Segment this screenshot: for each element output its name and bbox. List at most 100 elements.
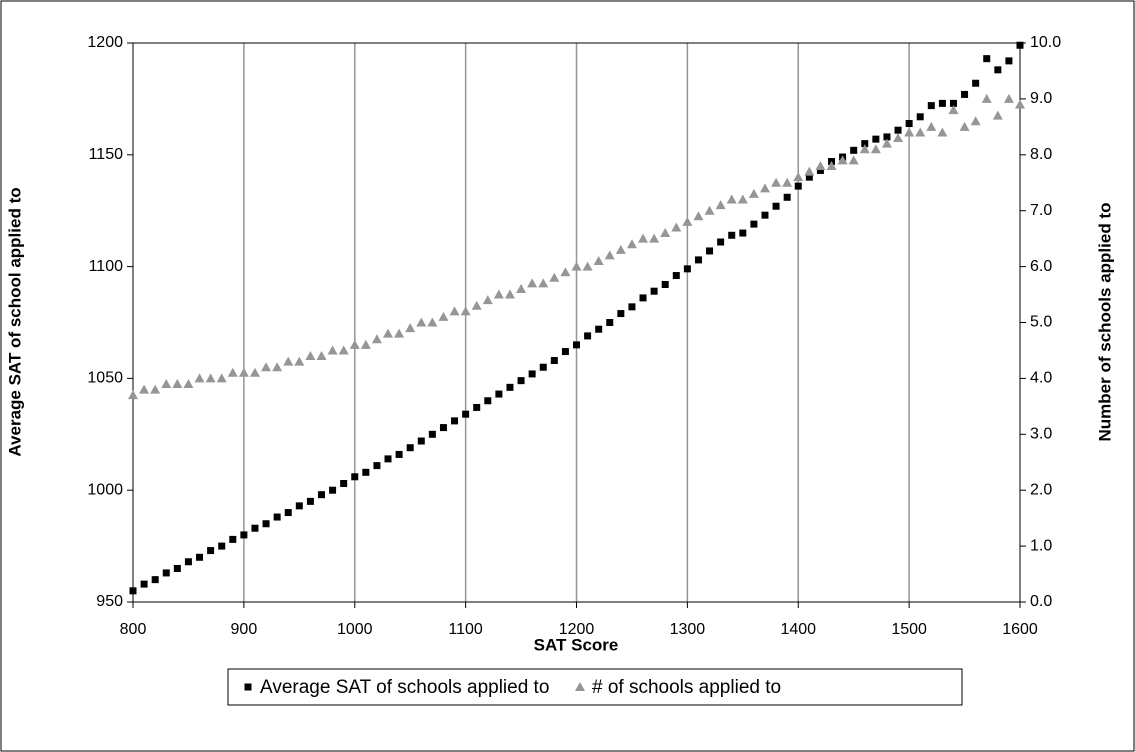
marker bbox=[484, 397, 492, 405]
marker bbox=[261, 362, 272, 372]
marker bbox=[384, 455, 392, 463]
marker bbox=[626, 239, 637, 249]
marker bbox=[750, 220, 758, 228]
marker bbox=[905, 119, 913, 127]
y2-tick-label: 1.0 bbox=[1030, 537, 1052, 554]
marker bbox=[682, 216, 693, 226]
marker bbox=[550, 357, 558, 365]
marker bbox=[317, 491, 325, 499]
marker bbox=[439, 424, 447, 432]
marker bbox=[162, 569, 170, 577]
marker bbox=[351, 473, 359, 481]
marker bbox=[140, 580, 148, 588]
marker bbox=[473, 403, 481, 411]
y2-tick-label: 0.0 bbox=[1030, 593, 1052, 610]
y2-tick-label: 3.0 bbox=[1030, 426, 1052, 443]
marker bbox=[528, 370, 536, 378]
marker bbox=[726, 194, 737, 204]
marker bbox=[650, 287, 658, 295]
y2-tick-label: 6.0 bbox=[1030, 258, 1052, 275]
x-tick-label: 1000 bbox=[337, 621, 373, 638]
marker bbox=[894, 126, 902, 134]
marker bbox=[349, 339, 360, 349]
marker bbox=[516, 283, 527, 293]
marker bbox=[493, 289, 504, 299]
marker bbox=[981, 93, 992, 103]
marker bbox=[992, 110, 1003, 120]
y2-tick-label: 7.0 bbox=[1030, 202, 1052, 219]
marker bbox=[1015, 99, 1025, 109]
y2-tick-label: 2.0 bbox=[1030, 481, 1052, 498]
marker bbox=[284, 509, 292, 517]
marker bbox=[728, 231, 736, 239]
y-tick-label: 1050 bbox=[87, 370, 123, 387]
marker bbox=[794, 182, 802, 190]
y-axis-title: Average SAT of school applied to bbox=[5, 187, 24, 456]
marker bbox=[218, 542, 226, 550]
marker bbox=[139, 384, 150, 394]
marker bbox=[238, 367, 249, 377]
marker bbox=[128, 390, 138, 400]
marker bbox=[482, 295, 493, 305]
y-tick-label: 1150 bbox=[89, 146, 124, 163]
legend-box bbox=[227, 668, 963, 706]
marker bbox=[373, 462, 381, 470]
marker bbox=[506, 383, 514, 391]
marker bbox=[949, 99, 957, 107]
marker bbox=[427, 317, 438, 327]
marker bbox=[938, 99, 946, 107]
marker bbox=[649, 233, 660, 243]
marker bbox=[582, 261, 593, 271]
marker bbox=[772, 202, 780, 210]
marker bbox=[782, 177, 793, 187]
marker bbox=[283, 356, 294, 366]
marker bbox=[538, 278, 549, 288]
x-tick-label: 1600 bbox=[1002, 621, 1038, 638]
marker bbox=[462, 410, 470, 418]
marker bbox=[306, 497, 314, 505]
marker bbox=[417, 437, 425, 445]
y2-axis-title: Number of schools applied to bbox=[1095, 203, 1114, 442]
marker bbox=[761, 211, 769, 219]
marker bbox=[639, 294, 647, 302]
marker bbox=[539, 363, 547, 371]
y-tick-label: 1200 bbox=[87, 34, 123, 51]
marker bbox=[251, 524, 259, 532]
x-axis-title: SAT Score bbox=[534, 635, 619, 654]
marker bbox=[638, 233, 649, 243]
marker bbox=[706, 247, 714, 255]
marker bbox=[205, 373, 216, 383]
marker bbox=[294, 356, 305, 366]
marker bbox=[451, 417, 459, 425]
marker bbox=[249, 367, 260, 377]
marker bbox=[340, 479, 348, 487]
y-tick-label: 1000 bbox=[87, 481, 123, 498]
plot-frame bbox=[132, 42, 1021, 603]
marker bbox=[737, 194, 748, 204]
marker bbox=[815, 160, 826, 170]
marker bbox=[717, 238, 725, 246]
marker bbox=[683, 265, 691, 273]
marker bbox=[771, 177, 782, 187]
marker bbox=[870, 144, 881, 154]
marker bbox=[893, 133, 904, 143]
marker bbox=[595, 325, 603, 333]
marker bbox=[495, 390, 503, 398]
marker bbox=[471, 300, 482, 310]
marker bbox=[926, 121, 937, 131]
y2-tick-label: 9.0 bbox=[1030, 90, 1052, 107]
y-tick-label: 1100 bbox=[89, 258, 124, 275]
marker bbox=[715, 200, 726, 210]
legend-label: # of schools applied to bbox=[592, 677, 781, 698]
legend-label: Average SAT of schools applied to bbox=[260, 677, 549, 698]
marker bbox=[194, 373, 205, 383]
marker bbox=[173, 564, 181, 572]
marker bbox=[395, 450, 403, 458]
x-tick-label: 800 bbox=[120, 621, 147, 638]
marker bbox=[150, 384, 161, 394]
marker bbox=[671, 222, 682, 232]
marker bbox=[1003, 93, 1014, 103]
marker bbox=[927, 102, 935, 110]
marker bbox=[672, 272, 680, 280]
marker bbox=[416, 317, 427, 327]
